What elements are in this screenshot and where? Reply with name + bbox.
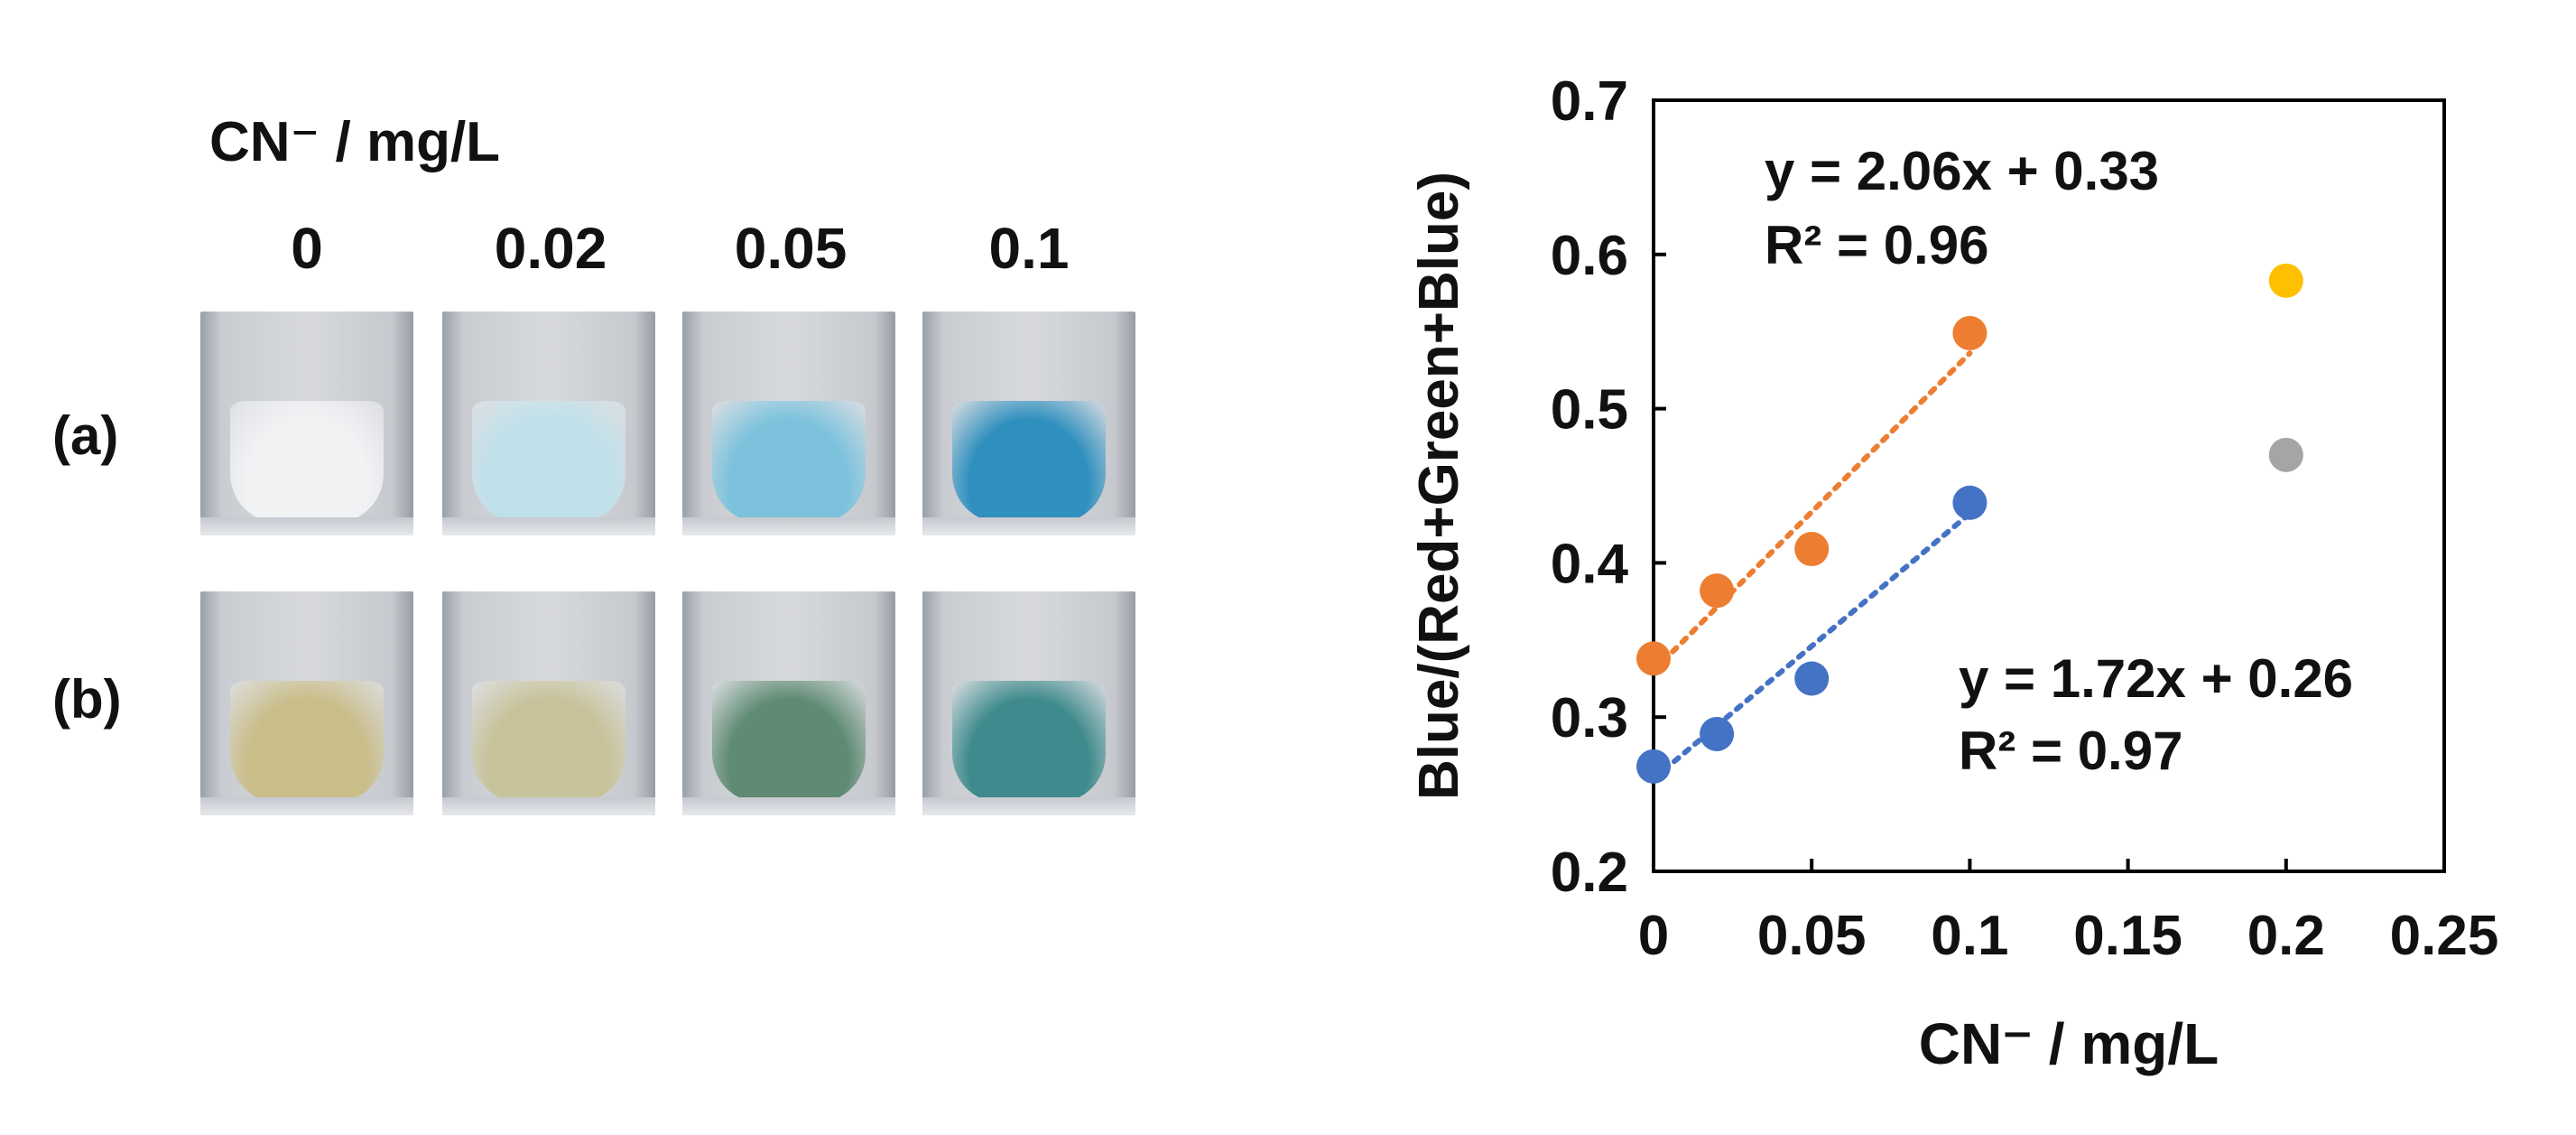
data-point-s1-2 (1794, 661, 1830, 696)
y-tick-label: 0.6 (1551, 225, 1628, 287)
y-tick-label: 0.2 (1551, 842, 1628, 904)
x-tick-label: 0.05 (1757, 905, 1867, 967)
y-tick-label: 0.4 (1551, 533, 1629, 595)
orange-trend-equation: y = 2.06x + 0.33 (1765, 141, 2159, 201)
data-point-s3-0 (2268, 437, 2303, 472)
x-tick-label: 0.15 (2073, 905, 2182, 967)
data-point-s1-1 (1700, 716, 1735, 751)
data-point-s0-0 (1636, 641, 1671, 676)
data-point-s1-0 (1636, 749, 1671, 784)
orange-trend-r2: R² = 0.96 (1765, 215, 1988, 275)
y-tick-label: 0.5 (1551, 379, 1628, 442)
vial-a-1 (442, 312, 655, 535)
vial-a-0 (200, 312, 413, 535)
data-point-s2-0 (2268, 263, 2303, 298)
y-tick-label: 0.3 (1551, 687, 1628, 749)
plot-frame (1652, 98, 2446, 873)
x-tick-label: 0.2 (2247, 905, 2325, 967)
vial-b-2 (682, 591, 895, 815)
photo-panel-title: CN⁻ / mg/L (209, 111, 501, 173)
blue-trend-equation: y = 1.72x + 0.26 (1959, 648, 2353, 709)
concentration-label-1: 0.02 (494, 216, 607, 281)
trendline-0 (1651, 350, 1973, 674)
x-tick-label: 0 (1638, 905, 1669, 967)
data-point-s0-2 (1794, 532, 1830, 567)
data-point-s0-3 (1952, 315, 1988, 350)
blue-trend-r2: R² = 0.97 (1959, 721, 2182, 781)
x-axis-label: CN⁻ / mg/L (1919, 1011, 2219, 1076)
y-tick-label: 0.7 (1551, 70, 1628, 133)
vial-a-3 (922, 312, 1135, 535)
data-points (1636, 263, 2303, 784)
data-point-s1-3 (1952, 485, 1988, 520)
vial-b-1 (442, 591, 655, 815)
y-axis-label: Blue/(Red+Green+Blue) (1408, 172, 1470, 800)
vial-a-2 (682, 312, 895, 535)
vial-b-0 (200, 591, 413, 815)
concentration-label-0: 0 (291, 216, 323, 281)
x-tick-label: 0.25 (2390, 905, 2499, 967)
row-label-a: (a) (52, 405, 119, 466)
concentration-label-2: 0.05 (734, 216, 848, 281)
axis-ticks: 0.2 0.3 0.4 0.5 0.6 0.7 0 0.05 0.1 0.15 0.2 0.25 (1551, 70, 2499, 967)
row-label-b: (b) (52, 669, 122, 730)
vial-b-3 (922, 591, 1135, 815)
x-tick-label: 0.1 (1931, 905, 2008, 967)
concentration-label-3: 0.1 (988, 216, 1070, 281)
data-point-s0-1 (1700, 573, 1735, 609)
